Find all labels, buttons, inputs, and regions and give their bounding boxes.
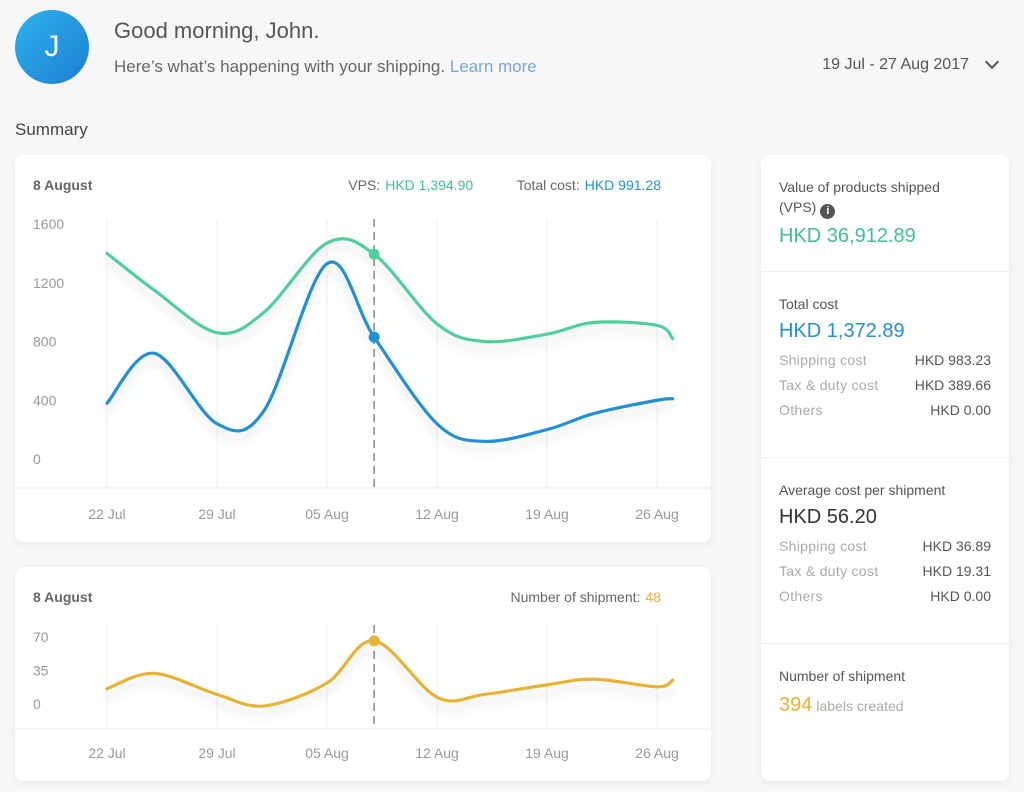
x-tick-label: 22 Jul [88, 745, 125, 761]
summary-panel: Value of products shipped (VPS) i HKD 36,… [761, 155, 1009, 781]
vps-label-line2: (VPS) [779, 199, 817, 215]
date-range-picker[interactable]: 19 Jul - 27 Aug 2017 [822, 54, 1000, 74]
breakdown-row: Tax & duty cost HKD 389.66 [779, 377, 991, 393]
highlight-point [368, 248, 380, 260]
shipment-chart[interactable]: 22 Jul 29 Jul 05 Aug 12 Aug 19 Aug 26 Aug 70 35… [15, 567, 711, 781]
subtitle-text: Here’s what’s happening with your shippi… [114, 57, 446, 76]
breakdown-row: Others HKD 0.00 [779, 402, 991, 418]
x-tick-label: 26 Aug [635, 745, 679, 761]
breakdown-row: Others HKD 0.00 [779, 588, 991, 604]
y-tick-label: 70 [33, 629, 49, 645]
highlight-point [368, 331, 380, 343]
vps-cost-chart-card: 22 Jul 29 Jul 05 Aug 12 Aug 19 Aug 26 Aug 1600… [15, 155, 711, 542]
vps-legend-label: VPS: [348, 177, 381, 193]
greeting-subtitle: Here’s what’s happening with your shippi… [114, 57, 537, 77]
x-tick-label: 05 Aug [305, 745, 349, 761]
vps-legend-value: HKD 1,394.90 [385, 177, 474, 193]
vps-total: HKD 36,912.89 [779, 225, 916, 247]
highlight-point [368, 635, 380, 647]
avatar[interactable]: J [15, 10, 89, 84]
shipments-label: Number of shipment [779, 668, 906, 684]
x-tick-label: 29 Jul [198, 745, 235, 761]
x-tick-label: 05 Aug [305, 506, 349, 522]
vps-cost-chart[interactable]: 22 Jul 29 Jul 05 Aug 12 Aug 19 Aug 26 Aug 1600… [15, 155, 711, 542]
total-cost-value: HKD 1,372.89 [779, 320, 905, 342]
series-line-1 [105, 260, 675, 443]
vps-section: Value of products shipped (VPS) i HKD 36,… [761, 155, 1009, 272]
learn-more-link[interactable]: Learn more [449, 57, 537, 76]
shipments-suffix: labels created [816, 698, 904, 714]
total-cost-section: Total cost HKD 1,372.89 Shipping cost HKD… [761, 272, 1009, 458]
date-range-label: 19 Jul - 27 Aug 2017 [822, 56, 969, 73]
shipments-section: Number of shipment 394 labels created [761, 644, 1009, 717]
y-tick-label: 35 [33, 663, 49, 679]
chart-selected-date: 8 August [33, 177, 93, 193]
x-tick-label: 12 Aug [415, 506, 459, 522]
x-tick-label: 26 Aug [635, 506, 679, 522]
y-tick-label: 800 [33, 334, 57, 350]
cost-legend-value: HKD 991.28 [584, 177, 661, 193]
x-tick-label: 19 Aug [525, 506, 569, 522]
series-line-0 [105, 237, 675, 344]
breakdown-row: Shipping cost HKD 36.89 [779, 538, 991, 554]
y-tick-label: 0 [33, 451, 41, 467]
y-tick-label: 1600 [33, 216, 64, 232]
total-cost-label: Total cost [779, 296, 839, 312]
avg-cost-value: HKD 56.20 [779, 506, 877, 528]
x-tick-label: 22 Jul [88, 506, 125, 522]
chart-legend: Number of shipment: 48 [510, 589, 661, 605]
cost-legend-label: Total cost: [516, 177, 580, 193]
x-tick-label: 19 Aug [525, 745, 569, 761]
vps-label-line1: Value of products shipped [779, 179, 940, 195]
y-tick-label: 0 [33, 696, 41, 712]
greeting: Good morning, John. [114, 18, 320, 43]
vps-label: Value of products shipped (VPS) i [779, 177, 991, 219]
y-tick-label: 400 [33, 392, 57, 408]
avatar-initial: J [44, 30, 60, 63]
avg-cost-label: Average cost per shipment [779, 482, 946, 498]
breakdown-row: Shipping cost HKD 983.23 [779, 352, 991, 368]
series-line-0 [105, 639, 675, 708]
y-tick-label: 1200 [33, 275, 64, 291]
x-tick-label: 12 Aug [415, 745, 459, 761]
chart-legend: VPS: HKD 1,394.90 Total cost: HKD 991.28 [348, 177, 661, 193]
shipment-legend-value: 48 [645, 589, 661, 605]
shipments-count: 394 [779, 694, 813, 716]
avg-cost-section: Average cost per shipment HKD 56.20 Ship… [761, 458, 1009, 644]
section-title: Summary [15, 120, 88, 139]
shipment-chart-card: 22 Jul 29 Jul 05 Aug 12 Aug 19 Aug 26 Aug 70 35… [15, 567, 711, 781]
shipment-legend-label: Number of shipment: [510, 589, 641, 605]
x-tick-label: 29 Jul [198, 506, 235, 522]
chevron-down-icon [984, 54, 1000, 70]
chart-selected-date: 8 August [33, 589, 93, 605]
info-icon[interactable]: i [820, 204, 836, 219]
breakdown-row: Tax & duty cost HKD 19.31 [779, 563, 991, 579]
